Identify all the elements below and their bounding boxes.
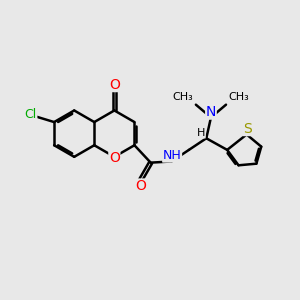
Text: CH₃: CH₃ xyxy=(173,92,194,102)
Text: N: N xyxy=(206,105,216,119)
Text: O: O xyxy=(109,78,120,92)
Text: O: O xyxy=(135,179,146,193)
Text: Cl: Cl xyxy=(25,108,37,121)
Text: S: S xyxy=(243,122,252,136)
Text: CH₃: CH₃ xyxy=(228,92,249,102)
Text: O: O xyxy=(109,151,120,165)
Text: NH: NH xyxy=(163,149,182,162)
Text: H: H xyxy=(197,128,205,138)
